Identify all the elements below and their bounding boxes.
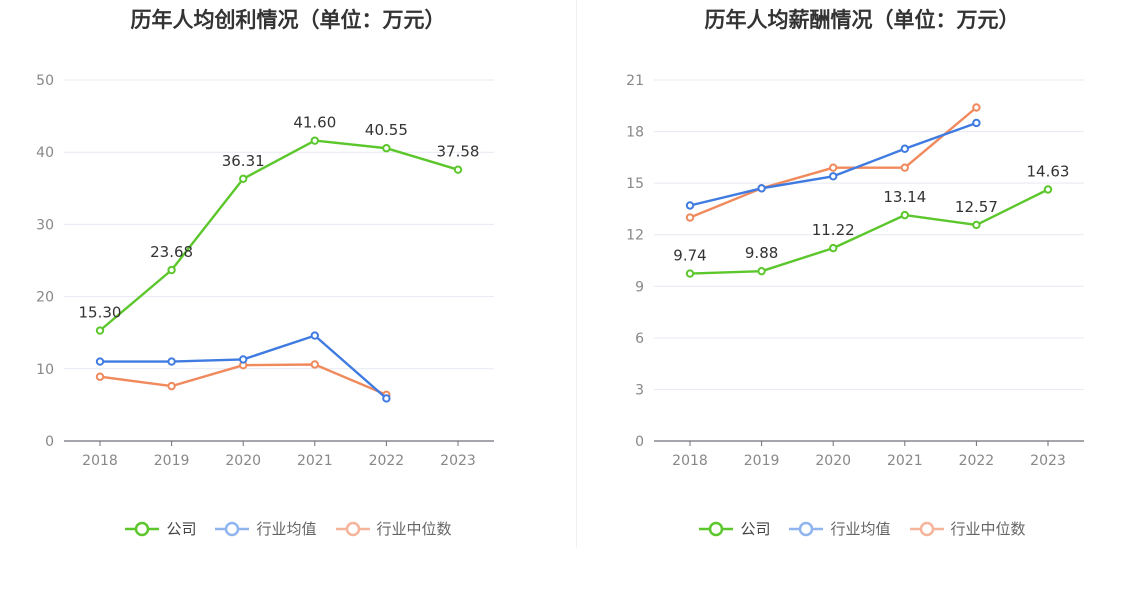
- data-point: [239, 174, 248, 184]
- data-label: 13.14: [883, 188, 926, 206]
- data-point: [757, 184, 766, 193]
- x-tick-label: 2018: [82, 453, 118, 469]
- data-point: [829, 163, 838, 172]
- data-point: [829, 243, 838, 253]
- data-label: 40.55: [365, 121, 408, 139]
- legend-item-company[interactable]: 公司: [698, 518, 770, 539]
- legend-label-industry-average: 行业均值: [256, 520, 317, 538]
- data-point: [972, 118, 981, 128]
- legend-item-industry-median[interactable]: 行业中位数: [335, 518, 452, 539]
- data-point: [239, 355, 248, 364]
- legend-label-industry-median: 行业中位数: [950, 520, 1026, 538]
- data-label: 11.22: [812, 221, 855, 239]
- data-label: 23.68: [150, 243, 193, 261]
- profit-chart-title: 历年人均创利情况（单位：万元）: [130, 8, 446, 32]
- data-point: [95, 372, 105, 381]
- data-point: [900, 163, 909, 172]
- salary-chart-panel: 历年人均薪酬情况（单位：万元） 0 3 6 9 12 15 18 21 2018 2019 2020…: [576, 0, 1148, 589]
- x-tick-label: 2020: [225, 453, 261, 469]
- data-label: 9.88: [745, 244, 778, 262]
- x-tick-label: 2020: [815, 453, 851, 469]
- y-tick-label: 20: [36, 290, 54, 306]
- salary-chart-plot: 0 3 6 9 12 15 18 21 2018 2019 2020 2021 2022 2023 9.74…: [626, 73, 1084, 469]
- x-tick-label: 2019: [154, 453, 190, 469]
- data-point: [310, 331, 319, 340]
- data-point: [1043, 185, 1053, 194]
- data-point: [95, 357, 105, 366]
- data-point: [900, 144, 909, 153]
- x-tick-label: 2019: [744, 453, 780, 469]
- y-tick-label: 9: [635, 279, 644, 295]
- data-point: [972, 220, 981, 230]
- data-point: [310, 360, 319, 369]
- x-tick-label: 2021: [887, 453, 923, 469]
- series-line-0: [99, 139, 459, 332]
- data-point: [167, 265, 176, 275]
- y-tick-label: 10: [36, 362, 54, 378]
- x-tick-label: 2023: [440, 453, 476, 469]
- data-point: [829, 172, 838, 181]
- data-point: [900, 210, 909, 220]
- legend-item-industry-median[interactable]: 行业中位数: [909, 518, 1026, 539]
- legend-label-industry-average: 行业均值: [830, 520, 891, 538]
- salary-chart-title: 历年人均薪酬情况（单位：万元）: [704, 8, 1020, 32]
- data-point: [382, 144, 391, 153]
- data-point: [972, 103, 981, 112]
- data-label: 12.57: [955, 198, 998, 216]
- data-label: 9.74: [673, 247, 706, 265]
- salary-chart-legend: 公司 行业均值 行业中位数: [576, 518, 1148, 539]
- data-label: 15.30: [79, 304, 122, 322]
- legend-average-line-icon: [789, 521, 824, 536]
- y-tick-label: 0: [635, 434, 644, 450]
- profit-chart-panel: 历年人均创利情况（单位：万元） 0 10 20 30 40 50 2018 2019 2020 2…: [0, 8, 576, 539]
- legend-label-industry-median: 行业中位数: [376, 520, 452, 538]
- x-tick-label: 2023: [1030, 453, 1066, 469]
- y-tick-label: 3: [635, 382, 644, 398]
- legend-company-line-icon: [125, 521, 160, 536]
- x-tick-label: 2021: [297, 453, 333, 469]
- profit-chart-legend: 公司 行业均值 行业中位数: [0, 518, 576, 539]
- series-line-2: [689, 106, 978, 219]
- y-tick-label: 50: [36, 73, 54, 89]
- legend-average-line-icon: [215, 521, 250, 536]
- data-point: [167, 381, 176, 391]
- data-point: [95, 326, 105, 335]
- x-tick-label: 2022: [369, 453, 405, 469]
- y-tick-label: 6: [635, 331, 644, 347]
- legend-item-industry-average[interactable]: 行业均值: [214, 518, 317, 539]
- y-tick-label: 15: [626, 176, 644, 192]
- data-label: 37.58: [437, 143, 480, 161]
- legend-company-line-icon: [699, 521, 734, 536]
- legend-item-industry-average[interactable]: 行业均值: [788, 518, 891, 539]
- data-point: [685, 269, 695, 278]
- legend-item-company[interactable]: 公司: [124, 518, 196, 539]
- legend-median-line-icon: [909, 521, 944, 536]
- legend-median-line-icon: [335, 521, 370, 536]
- y-tick-label: 18: [626, 125, 644, 141]
- data-point: [685, 213, 695, 222]
- y-tick-label: 30: [36, 217, 54, 233]
- data-label: 14.63: [1027, 163, 1070, 181]
- series-line-0: [689, 188, 1049, 275]
- data-label: 41.60: [293, 114, 336, 132]
- x-tick-label: 2018: [672, 453, 708, 469]
- legend-label-company: 公司: [166, 520, 197, 538]
- profit-chart-plot: 0 10 20 30 40 50 2018 2019 2020 2021 2022 2023 15.30…: [36, 73, 494, 469]
- data-point: [685, 201, 695, 210]
- y-tick-label: 0: [45, 434, 54, 450]
- panel-divider: [576, 0, 577, 548]
- data-label: 36.31: [222, 152, 265, 170]
- y-tick-label: 21: [626, 73, 644, 89]
- x-tick-label: 2022: [959, 453, 995, 469]
- data-point: [453, 165, 463, 174]
- data-point: [310, 136, 319, 145]
- y-tick-label: 12: [626, 228, 644, 244]
- data-point: [757, 266, 766, 276]
- y-tick-label: 40: [36, 145, 54, 161]
- data-point: [382, 394, 391, 403]
- legend-label-company: 公司: [740, 520, 771, 538]
- data-point: [167, 357, 176, 366]
